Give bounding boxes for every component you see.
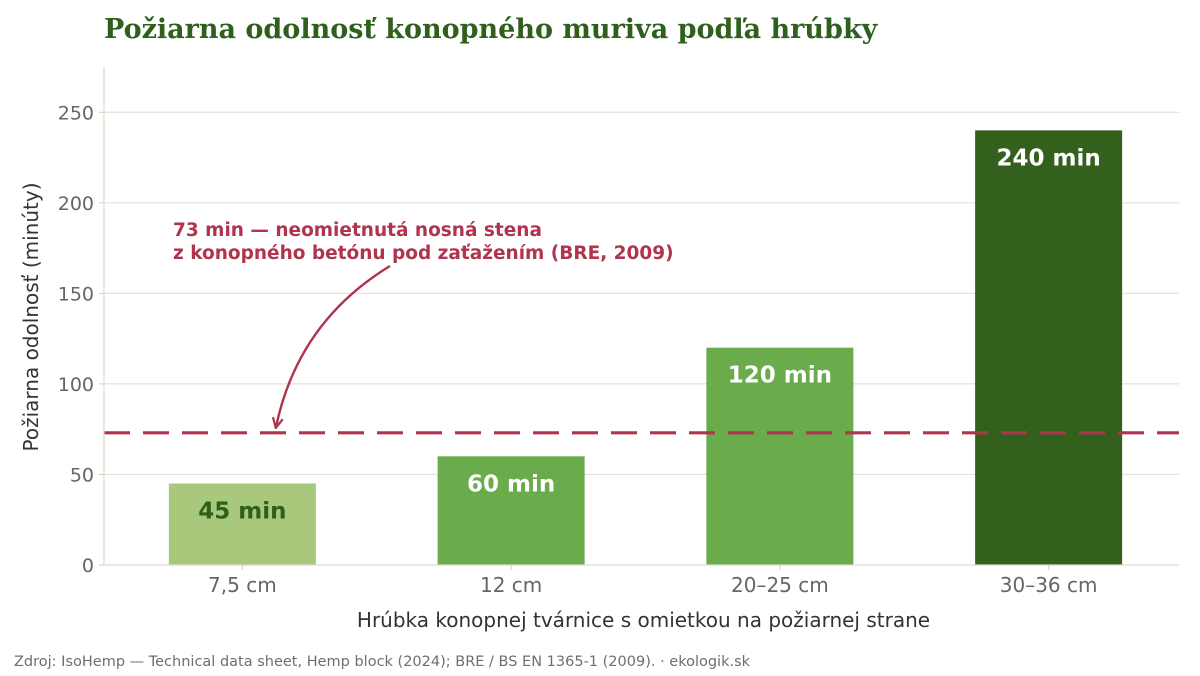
chart-title: Požiarna odolnosť konopného muriva podľa… [104, 14, 878, 45]
y-tick-label: 250 [58, 102, 94, 124]
x-tick-label: 30–36 cm [1000, 573, 1098, 597]
bar-value-label: 120 min [728, 363, 832, 389]
bar [706, 347, 854, 565]
bar [975, 130, 1123, 565]
y-tick-label: 50 [70, 464, 94, 486]
bar [168, 483, 316, 565]
x-tick-label: 12 cm [480, 573, 542, 597]
source-note: Zdroj: IsoHemp — Technical data sheet, H… [14, 654, 751, 670]
annotation-arrow [276, 264, 391, 427]
bar-value-label: 60 min [467, 471, 555, 497]
y-tick-label: 100 [58, 374, 94, 396]
bar-value-label: 240 min [997, 145, 1101, 171]
annotation-line: z konopného betónu pod zaťažením (BRE, 2… [173, 243, 674, 264]
annotation-line: 73 min — neomietnutá nosná stena [173, 220, 542, 241]
bar [437, 456, 585, 565]
x-tick-label: 7,5 cm [208, 573, 277, 597]
y-tick-label: 200 [58, 193, 94, 215]
y-axis-label: Požiarna odolnosť (minúty) [19, 183, 43, 452]
bar-value-label: 45 min [198, 499, 286, 525]
y-tick-label: 0 [82, 555, 94, 577]
x-tick-label: 20–25 cm [731, 573, 829, 597]
x-axis-label: Hrúbka konopnej tvárnice s omietkou na p… [357, 608, 930, 632]
y-tick-label: 150 [58, 283, 94, 305]
